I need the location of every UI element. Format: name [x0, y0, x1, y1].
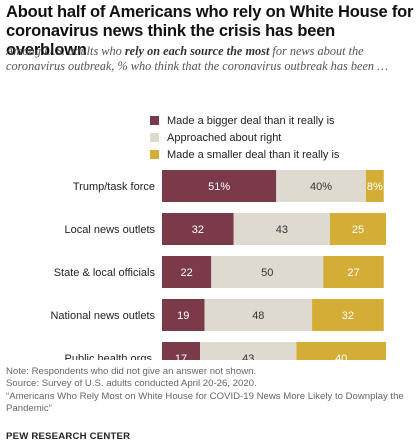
bar-bigger-deal-local-news-outlets: [162, 213, 234, 245]
subtitle-emphasis: rely on each source the most: [124, 44, 270, 58]
chart-notes: Note: Respondents who did not give an an…: [6, 366, 416, 415]
category-label-national-news-outlets: National news outlets: [50, 310, 155, 322]
note-text: Note: Respondents who did not give an an…: [6, 366, 257, 377]
bar-smaller-deal-trump-task-force: [365, 170, 384, 202]
report-title: “Americans Who Rely Most on White House …: [6, 390, 404, 414]
bar-smaller-deal-national-news-outlets: [312, 299, 384, 331]
bar-smaller-deal-state-local-officials: [323, 256, 384, 288]
value-label-bigger-deal-local-news-outlets: 32: [192, 224, 204, 236]
bar-about-right-national-news-outlets: [204, 299, 313, 331]
bar-bigger-deal-public-health-orgs: [162, 342, 201, 360]
bar-about-right-state-local-officials: [211, 256, 324, 288]
value-label-about-right-local-news-outlets: 43: [276, 224, 288, 236]
value-label-about-right-trump-task-force: 40%: [310, 181, 332, 193]
value-label-about-right-public-health-orgs: 43: [242, 353, 254, 360]
legend-swatch-smaller-deal: [150, 150, 159, 159]
category-label-trump-task-force: Trump/task force: [73, 181, 155, 193]
value-label-smaller-deal-state-local-officials: 27: [347, 267, 359, 279]
bar-about-right-trump-task-force: [276, 170, 366, 202]
legend-label-smaller-deal: Made a smaller deal than it really is: [167, 148, 340, 161]
legend-label-about-right: Approached about right: [167, 131, 282, 144]
value-label-smaller-deal-public-health-orgs: 40: [335, 353, 347, 360]
bar-bigger-deal-trump-task-force: [162, 170, 277, 202]
bar-about-right-local-news-outlets: [233, 213, 330, 245]
bar-smaller-deal-local-news-outlets: [330, 213, 386, 245]
value-label-bigger-deal-national-news-outlets: 19: [177, 310, 189, 322]
brand-logo-text: PEW RESEARCH CENTER: [6, 431, 131, 442]
value-label-smaller-deal-national-news-outlets: 32: [342, 310, 354, 322]
bar-bigger-deal-national-news-outlets: [162, 299, 205, 331]
value-label-bigger-deal-trump-task-force: 51%: [208, 181, 230, 193]
category-label-state-local-officials: State & local officials: [54, 267, 156, 279]
chart-legend: Made a bigger deal than it really is App…: [150, 112, 339, 163]
chart-subtitle: Among U.S. adults who rely on each sourc…: [6, 44, 416, 74]
value-label-smaller-deal-trump-task-force: 8%: [367, 181, 383, 193]
value-label-about-right-national-news-outlets: 48: [252, 310, 264, 322]
bar-smaller-deal-public-health-orgs: [296, 342, 386, 360]
subtitle-suffix: for news about the coronavirus outbreak,…: [6, 44, 389, 73]
legend-label-bigger-deal: Made a bigger deal than it really is: [167, 114, 335, 127]
legend-item-bigger-deal: Made a bigger deal than it really is: [150, 112, 339, 129]
legend-swatch-about-right: [150, 133, 159, 142]
value-label-bigger-deal-public-health-orgs: 17: [175, 353, 187, 360]
legend-item-smaller-deal: Made a smaller deal than it really is: [150, 146, 339, 163]
category-label-local-news-outlets: Local news outlets: [65, 224, 156, 236]
bar-bigger-deal-state-local-officials: [162, 256, 212, 288]
value-label-bigger-deal-state-local-officials: 22: [181, 267, 193, 279]
value-label-about-right-state-local-officials: 50: [261, 267, 273, 279]
stacked-bar-chart: Trump/task force 51% 40% 8% Local news outle…: [50, 170, 386, 360]
legend-item-about-right: Approached about right: [150, 129, 339, 146]
chart-title: About half of Americans who rely on Whit…: [6, 3, 414, 59]
subtitle-prefix: Among U.S. adults who: [6, 44, 125, 58]
legend-swatch-bigger-deal: [150, 116, 159, 125]
bar-about-right-public-health-orgs: [200, 342, 297, 360]
source-text: Source: Survey of U.S. adults conducted …: [6, 378, 257, 390]
category-label-public-health-orgs: Public health orgs.: [65, 353, 156, 360]
value-label-smaller-deal-local-news-outlets: 25: [352, 224, 364, 236]
